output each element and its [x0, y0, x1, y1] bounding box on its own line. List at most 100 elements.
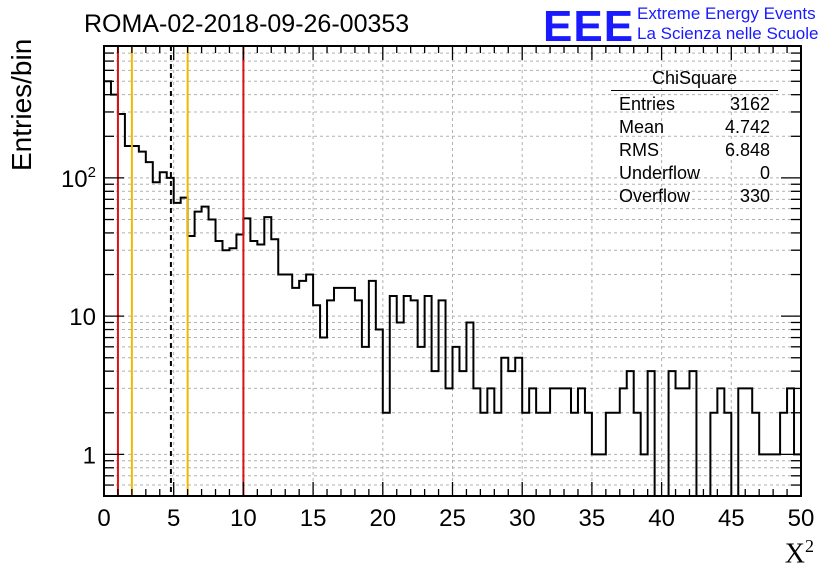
histogram-bin	[494, 413, 501, 496]
histogram-bin	[132, 146, 139, 496]
histogram-bin	[745, 388, 752, 496]
histogram-bin	[334, 288, 341, 496]
stats-row: Mean 4.742	[611, 116, 778, 139]
x-tick-label: 0	[97, 505, 110, 532]
histogram-bin	[557, 388, 564, 496]
x-tick-label: 50	[788, 505, 815, 532]
histogram-bin	[146, 162, 153, 496]
histogram-bin	[195, 212, 202, 496]
histogram-bin	[327, 300, 334, 496]
histogram-bin	[313, 305, 320, 496]
y-tick-label-base: 10	[61, 166, 88, 193]
histogram-bin	[125, 146, 132, 496]
x-tick-label: 15	[300, 505, 327, 532]
x-axis-label: X2	[785, 536, 814, 570]
histogram-bin	[257, 244, 264, 496]
histogram-bin	[320, 338, 327, 496]
histogram-bin	[425, 296, 432, 496]
histogram-bin	[564, 388, 571, 496]
histogram-bin	[571, 413, 578, 496]
reference-lines	[116, 46, 245, 496]
stats-value: 0	[759, 163, 770, 183]
histogram-bin	[648, 371, 655, 496]
stats-label: Overflow	[619, 186, 691, 206]
histogram-bin	[508, 371, 515, 496]
histogram-bin	[724, 413, 731, 496]
stats-row: Underflow 0	[611, 162, 778, 185]
histogram-bin	[404, 296, 411, 496]
histogram-bin	[550, 388, 557, 496]
histogram-bin	[529, 388, 536, 496]
x-tick-label: 5	[167, 505, 180, 532]
histogram-bin	[766, 454, 773, 496]
histogram-bin	[118, 114, 125, 496]
histogram-bin	[738, 388, 745, 496]
histogram-bin	[515, 358, 522, 496]
x-tick-label: 45	[718, 505, 745, 532]
stats-value: 4.742	[724, 117, 770, 137]
histogram-bin	[383, 413, 390, 496]
histogram-bin	[271, 239, 278, 496]
histogram-bin	[362, 347, 369, 496]
histogram-bin	[188, 236, 195, 496]
x-tick-label: 35	[579, 505, 606, 532]
histogram-bin	[369, 281, 376, 496]
y-tick-label: 1	[83, 442, 96, 469]
histogram-bin	[181, 198, 188, 496]
histogram-bin	[278, 275, 285, 496]
histogram-bin	[236, 234, 243, 496]
histogram-bin	[264, 217, 271, 496]
stats-value: 6.848	[724, 140, 770, 160]
histogram-bin	[229, 248, 236, 496]
chart-title: ROMA-02-2018-09-26-00353	[84, 10, 410, 38]
histogram-bin	[439, 300, 446, 496]
histogram-bin	[578, 388, 585, 496]
x-tick-label: 30	[509, 505, 536, 532]
histogram-bin	[620, 388, 627, 496]
y-tick-label: 102	[61, 164, 96, 193]
histogram-bin	[104, 81, 111, 496]
histogram-bin	[536, 413, 543, 496]
histogram-bin	[341, 288, 348, 496]
histogram-bin	[299, 281, 306, 496]
stats-label: Entries	[619, 94, 676, 114]
histogram-bin	[411, 300, 418, 496]
histogram-bin	[787, 388, 794, 496]
histogram-bin	[599, 454, 606, 496]
stats-row: RMS 6.848	[611, 139, 778, 162]
histogram-bin	[348, 288, 355, 496]
histogram-bin	[418, 347, 425, 496]
histogram-bin	[453, 347, 460, 496]
histogram-bin	[480, 413, 487, 496]
y-axis-label: Entries/bin	[6, 38, 37, 171]
histogram-bin	[710, 413, 717, 496]
histogram-bin	[355, 300, 362, 496]
histogram-bin	[473, 388, 480, 496]
stats-row: Overflow 330	[611, 185, 778, 208]
histogram-bin	[522, 413, 529, 496]
stats-row: Entries 3162	[611, 93, 778, 116]
histogram-outline	[103, 80, 802, 497]
x-tick-label: 25	[439, 505, 466, 532]
histogram-bin	[752, 413, 759, 496]
eee-logo: EEE	[543, 2, 635, 51]
histogram-bin	[585, 413, 592, 496]
y-tick-label-sup: 2	[88, 164, 96, 181]
histogram-bin	[139, 152, 146, 496]
histogram-bin	[222, 250, 229, 496]
histogram-bin	[216, 241, 223, 496]
x-axis-label-base: X	[784, 538, 805, 570]
histogram-bin	[111, 95, 118, 496]
histogram-bin	[613, 413, 620, 496]
histogram-bin	[641, 454, 648, 496]
histogram-bin	[285, 275, 292, 496]
histogram-bin	[209, 220, 216, 496]
histogram-bin	[306, 275, 313, 496]
logo-line-2: La Scienza nelle Scuole	[637, 24, 819, 43]
histogram-bin	[606, 413, 613, 496]
logo-line-1: Extreme Energy Events	[637, 4, 816, 23]
stats-label: Mean	[619, 117, 665, 137]
histogram-bin	[292, 288, 299, 496]
